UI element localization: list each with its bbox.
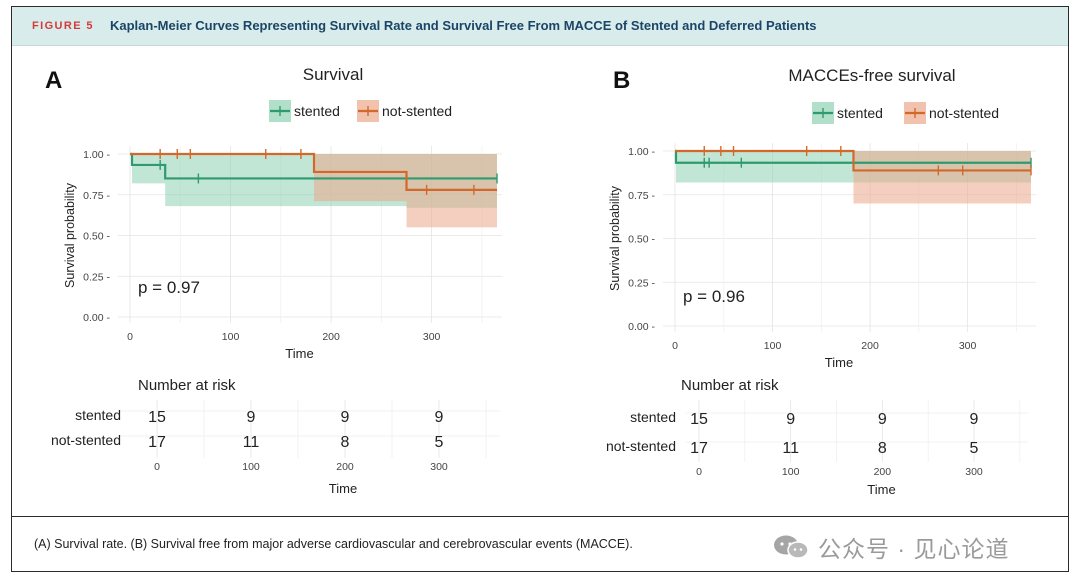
- p-value: p = 0.97: [138, 278, 200, 297]
- x-tick-label: 0: [127, 331, 133, 343]
- risk-count: 17: [690, 440, 708, 457]
- y-tick-label: 0.25 -: [83, 271, 110, 283]
- km-curve-not-stented: [130, 152, 497, 191]
- chat-bubble-icon: [774, 535, 809, 559]
- y-tick-label: 1.00 -: [628, 146, 655, 158]
- legend-label-not-stented: not-stented: [929, 105, 999, 121]
- legend-label-stented: stented: [837, 105, 883, 121]
- x-tick-label: 200: [861, 340, 879, 352]
- y-axis-label: Survival probability: [608, 185, 622, 291]
- watermark: 公众号 · 见心论道: [772, 530, 1009, 564]
- chart-legend: stented not-stented: [812, 102, 999, 124]
- risk-count: 8: [878, 440, 887, 457]
- panel-letter: B: [613, 67, 630, 94]
- risk-count: 15: [148, 409, 166, 426]
- risk-count: 17: [148, 434, 166, 451]
- y-tick-label: 1.00 -: [83, 149, 110, 161]
- figure-caption: (A) Survival rate. (B) Survival free fro…: [34, 537, 633, 551]
- caption-divider: [12, 516, 1068, 517]
- risk-table-title: Number at risk: [681, 377, 779, 394]
- risk-x-tick-label: 200: [336, 461, 354, 473]
- x-tick-label: 100: [222, 331, 240, 343]
- risk-count: 9: [247, 409, 256, 426]
- risk-count: 15: [690, 411, 708, 428]
- risk-table: Number at risk stented 15 9 9 9 not-stented 17 1…: [51, 377, 500, 496]
- risk-table-title: Number at risk: [138, 377, 236, 394]
- risk-row-label-stented: stented: [75, 407, 121, 423]
- risk-count: 9: [970, 411, 979, 428]
- y-tick-label: 0.50 -: [628, 234, 655, 246]
- watermark-text: 公众号 · 见心论道: [818, 536, 1010, 562]
- risk-x-tick-label: 100: [782, 466, 800, 478]
- risk-row-label-not-stented: not-stented: [51, 432, 121, 448]
- risk-count: 9: [878, 411, 887, 428]
- risk-x-tick-label: 300: [430, 461, 448, 473]
- km-panel-b: B MACCEs-free survival stented not-stented 0…: [606, 66, 1036, 497]
- y-tick-label: 0.50 -: [83, 231, 110, 243]
- risk-count: 5: [435, 434, 444, 451]
- x-tick-label: 300: [959, 340, 977, 352]
- risk-count: 9: [786, 411, 795, 428]
- risk-x-tick-label: 100: [242, 461, 260, 473]
- risk-row-label-not-stented: not-stented: [606, 438, 676, 454]
- risk-x-tick-label: 300: [965, 466, 983, 478]
- y-tick-label: 0.00 -: [628, 321, 655, 333]
- km-panel-a: A Survival stented not-stented 0.00 - 0.25 - 0…: [45, 65, 502, 496]
- risk-table: Number at risk stented 15 9 9 9 not-stented 17 1…: [606, 377, 1028, 497]
- risk-row-label-stented: stented: [630, 409, 676, 425]
- risk-count: 11: [243, 434, 260, 451]
- p-value: p = 0.96: [683, 287, 745, 306]
- x-axis-label: Time: [285, 346, 313, 361]
- risk-x-tick-label: 0: [696, 466, 702, 478]
- risk-count: 11: [782, 440, 799, 457]
- risk-x-tick-label: 200: [874, 466, 892, 478]
- risk-x-axis-label: Time: [329, 481, 357, 496]
- legend-label-stented: stented: [294, 103, 340, 119]
- x-axis-label: Time: [825, 355, 853, 370]
- y-tick-label: 0.25 -: [628, 277, 655, 289]
- km-curve-not-stented: [675, 149, 1031, 172]
- y-tick-label: 0.00 -: [83, 312, 110, 324]
- y-axis-label: Survival probability: [63, 182, 77, 288]
- figure-label: FIGURE 5: [32, 20, 94, 32]
- legend-label-not-stented: not-stented: [382, 103, 452, 119]
- y-tick-label: 0.75 -: [628, 190, 655, 202]
- y-tick-label: 0.75 -: [83, 190, 110, 202]
- risk-count: 9: [435, 409, 444, 426]
- figure-title: Kaplan-Meier Curves Representing Surviva…: [110, 18, 817, 33]
- x-tick-label: 200: [322, 331, 340, 343]
- x-tick-label: 100: [764, 340, 782, 352]
- risk-x-tick-label: 0: [154, 461, 160, 473]
- risk-x-axis-label: Time: [867, 482, 895, 497]
- chart-title: Survival: [303, 65, 363, 84]
- figure-header: FIGURE 5 Kaplan-Meier Curves Representin…: [12, 7, 1068, 46]
- risk-count: 5: [970, 440, 979, 457]
- risk-count: 8: [341, 434, 350, 451]
- x-tick-label: 0: [672, 340, 678, 352]
- risk-count: 9: [341, 409, 350, 426]
- x-tick-label: 300: [423, 331, 441, 343]
- panel-letter: A: [45, 67, 62, 94]
- chart-legend: stented not-stented: [269, 100, 452, 122]
- figure-frame: FIGURE 5 Kaplan-Meier Curves Representin…: [11, 6, 1069, 572]
- chart-title: MACCEs-free survival: [788, 66, 955, 85]
- ci-band-not-stented: [675, 151, 1031, 204]
